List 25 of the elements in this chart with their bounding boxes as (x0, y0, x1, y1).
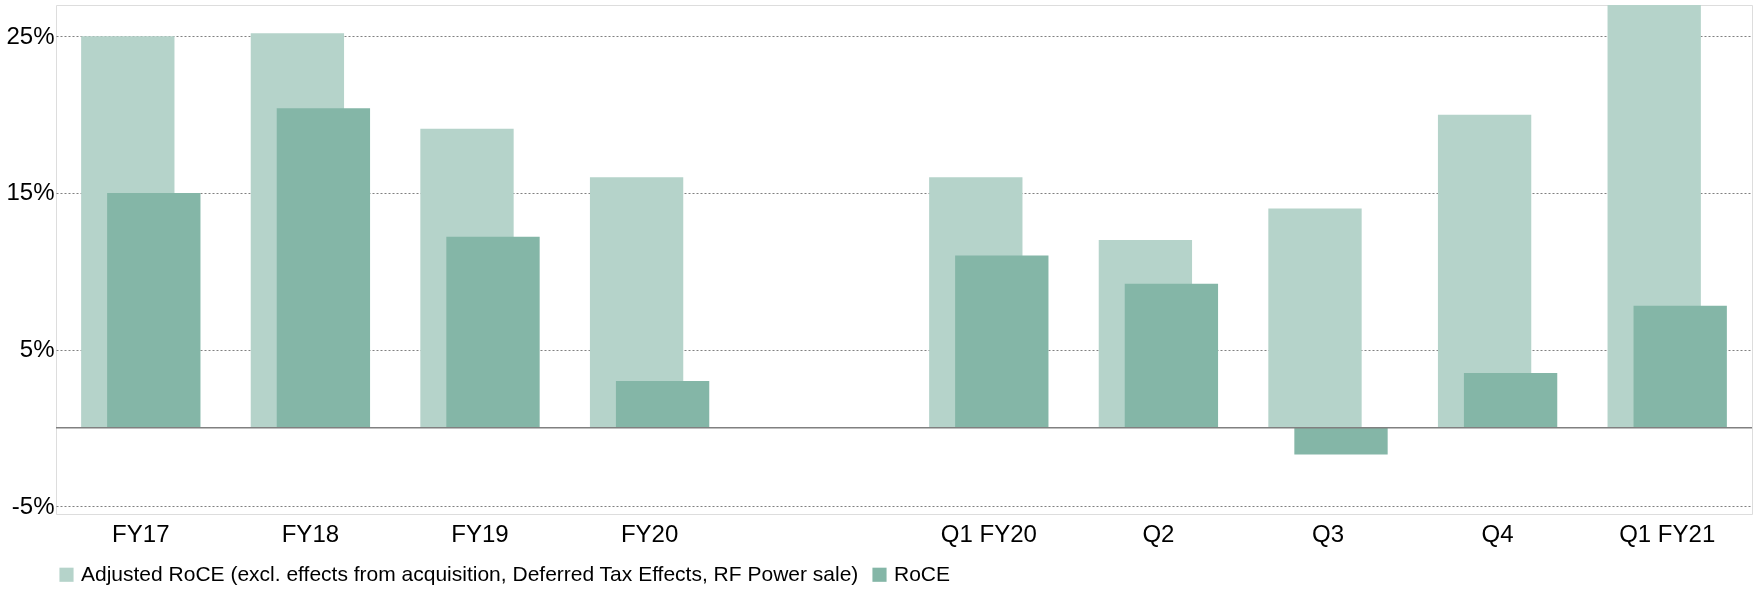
bar (276, 108, 371, 428)
y-tick-label: 5% (19, 335, 55, 363)
bar (1294, 427, 1388, 455)
bar (615, 380, 710, 428)
legend-label: RoCE (894, 561, 951, 585)
bar (1268, 208, 1362, 428)
x-tick-label: Q2 (1142, 519, 1175, 547)
x-tick-label: Q1 FY20 (940, 519, 1037, 547)
bar (446, 236, 540, 428)
x-tick-label: Q1 FY21 (1619, 519, 1716, 547)
y-tick-label: -5% (11, 491, 55, 519)
bar (1463, 373, 1558, 428)
y-tick-label: 15% (6, 178, 55, 206)
x-tick-label: FY18 (281, 519, 340, 547)
legend-label: Adjusted RoCE (excl. effects from acquisition, Deferred Tax Effects, RF Power sale) (81, 561, 859, 585)
bar (107, 192, 201, 428)
x-tick-label: FY20 (620, 519, 679, 547)
bar (1633, 305, 1727, 428)
x-tick-label: FY19 (451, 519, 509, 547)
bar (1124, 283, 1219, 428)
y-tick-label: 25% (6, 21, 55, 49)
x-tick-label: FY17 (112, 519, 170, 547)
bar (955, 255, 1049, 428)
x-tick-label: Q3 (1311, 519, 1345, 547)
x-tick-label: Q4 (1481, 519, 1514, 547)
